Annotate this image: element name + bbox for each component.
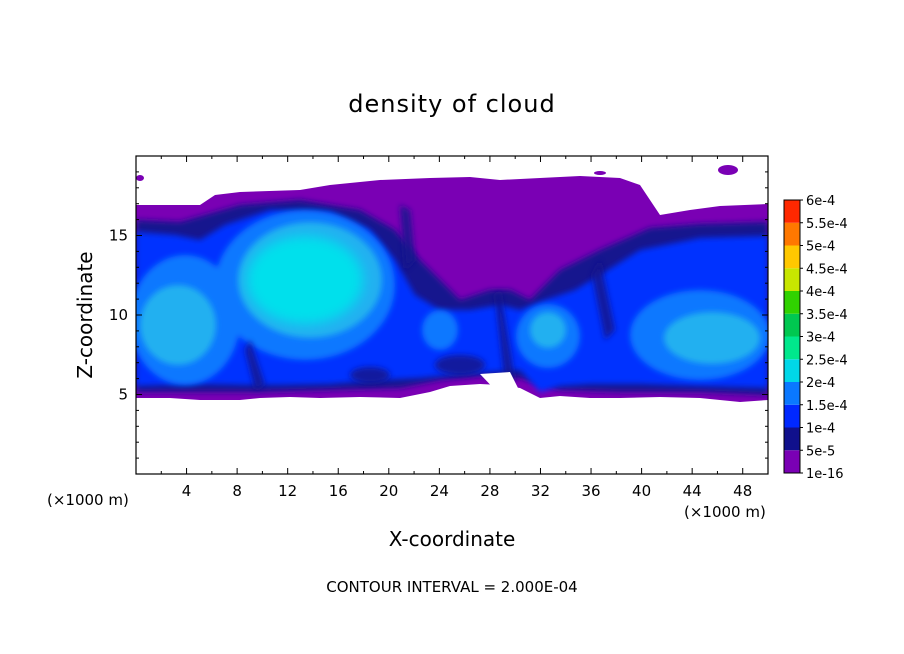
colorbar-label: 5e-4 (806, 240, 835, 255)
colorbar-label: 5e-5 (806, 444, 835, 459)
colorbar-swatch (784, 268, 800, 291)
colorbar-label: 1.5e-4 (806, 399, 848, 414)
x-tick-label: 44 (683, 482, 702, 500)
colorbar-label: 5.5e-4 (806, 217, 848, 232)
colorbar-swatch (784, 200, 800, 223)
colorbar-label: 1e-16 (806, 467, 844, 482)
x-tick-label: 40 (632, 482, 651, 500)
y-axis-ticks: 5 10 15 (109, 171, 768, 459)
light-blue-left (140, 285, 216, 365)
y-tick-label: 15 (109, 227, 128, 245)
x-tick-label: 20 (379, 482, 398, 500)
x-tick-label: 12 (278, 482, 297, 500)
y-axis-label: Z-coordinate (73, 251, 97, 378)
dark-streaks (245, 205, 615, 390)
x-tick-label: 4 (182, 482, 192, 500)
x-tick-label: 36 (581, 482, 600, 500)
colorbar: 1e-16 5e-5 1e-4 1.5e-4 2e-4 2.5e-4 3e-4 3.5e-4 4… (783, 194, 848, 482)
colorbar-swatch (784, 336, 800, 360)
colorbar-swatch (784, 450, 800, 473)
top-fragment-2 (136, 175, 144, 181)
y-tick-label: 10 (109, 306, 128, 324)
colorbar-label: 1e-4 (806, 422, 835, 437)
x-axis-label: X-coordinate (389, 527, 516, 551)
colorbar-swatch (784, 382, 800, 405)
light-blue-small (530, 312, 566, 348)
colorbar-swatch (784, 427, 800, 451)
x-tick-label: 24 (430, 482, 449, 500)
light-blue-right (664, 312, 760, 364)
mid-blue-swirl (422, 310, 458, 350)
colorbar-swatch (784, 313, 800, 337)
colorbar-swatch (784, 359, 800, 382)
x-axis-ticks: 4 8 12 16 20 24 28 32 36 40 44 48 (160, 156, 752, 500)
cyan-core (247, 236, 363, 324)
colorbar-label: 4.5e-4 (806, 262, 848, 277)
colorbar-label: 2.5e-4 (806, 353, 848, 368)
top-fragment-1 (718, 165, 738, 175)
contour-interval: CONTOUR INTERVAL = 2.000E-04 (326, 578, 577, 596)
colorbar-swatch (784, 404, 800, 428)
density-field (136, 165, 768, 402)
colorbar-label: 2e-4 (806, 376, 835, 391)
x-tick-label: 16 (329, 482, 348, 500)
x-tick-label: 28 (480, 482, 499, 500)
colorbar-label: 4e-4 (806, 285, 835, 300)
chart-title: density of cloud (348, 90, 555, 118)
colorbar-swatch (784, 222, 800, 246)
colorbar-swatch (784, 291, 800, 314)
x-tick-label: 32 (531, 482, 550, 500)
colorbar-label: 6e-4 (806, 194, 835, 209)
x-unit-left: (×1000 m) (47, 491, 129, 509)
bottom-gap-1 (480, 372, 520, 395)
top-fragment-3 (594, 171, 606, 175)
x-tick-label: 48 (733, 482, 752, 500)
colorbar-label: 3.5e-4 (806, 308, 848, 323)
colorbar-swatch (784, 245, 800, 269)
x-tick-label: 8 (232, 482, 242, 500)
x-unit-right: (×1000 m) (684, 503, 766, 521)
y-tick-label: 5 (118, 386, 128, 404)
colorbar-label: 3e-4 (806, 331, 835, 346)
